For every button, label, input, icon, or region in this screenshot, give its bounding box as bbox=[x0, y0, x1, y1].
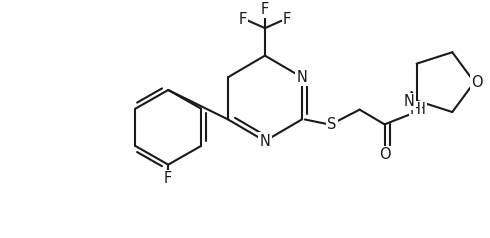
Text: F: F bbox=[283, 12, 291, 27]
Text: N: N bbox=[296, 70, 307, 85]
Text: O: O bbox=[471, 75, 483, 90]
Text: N: N bbox=[404, 94, 415, 109]
Text: H: H bbox=[415, 102, 426, 117]
Text: N: N bbox=[260, 134, 270, 149]
Text: F: F bbox=[261, 2, 269, 17]
Text: F: F bbox=[239, 12, 247, 27]
Text: F: F bbox=[164, 171, 172, 186]
Text: O: O bbox=[379, 147, 391, 162]
Text: S: S bbox=[327, 117, 337, 132]
Text: H: H bbox=[410, 102, 421, 117]
